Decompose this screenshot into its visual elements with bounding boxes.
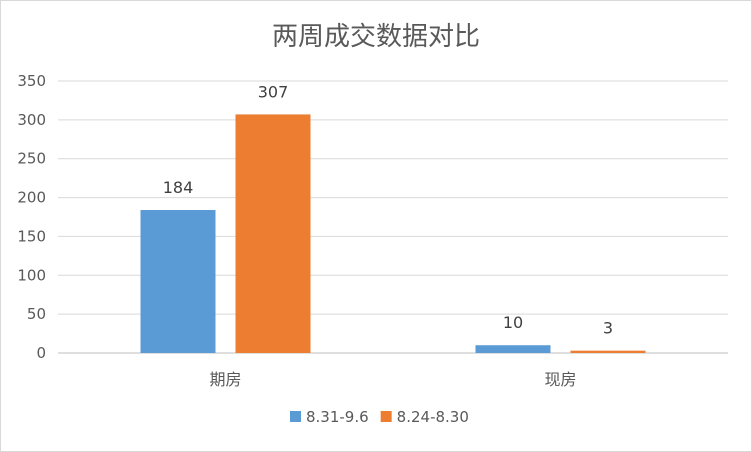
bar	[235, 114, 311, 353]
y-tick-label: 350	[17, 72, 46, 90]
legend-item: 8.24-8.30	[380, 408, 469, 426]
y-tick-label: 300	[17, 111, 46, 129]
y-axis-ticks: 0 50 100 150 200 250 300 350	[17, 72, 46, 362]
legend-item: 8.31-9.6	[290, 408, 369, 426]
data-label: 184	[163, 178, 194, 197]
legend-label: 8.24-8.30	[397, 408, 469, 426]
bar	[570, 350, 646, 353]
legend-label: 8.31-9.6	[306, 408, 369, 426]
data-label: 3	[603, 319, 613, 338]
x-category-label: 期房	[209, 370, 241, 389]
bar	[475, 345, 551, 353]
data-labels: 184 307 10 3	[163, 82, 613, 337]
y-tick-label: 0	[36, 344, 46, 362]
y-tick-label: 150	[17, 227, 46, 245]
bars	[140, 114, 646, 353]
x-category-label: 现房	[544, 370, 576, 389]
legend: 8.31-9.6 8.24-8.30	[290, 408, 469, 426]
y-tick-label: 100	[17, 266, 46, 284]
data-label: 307	[258, 82, 289, 101]
legend-swatch	[380, 411, 392, 422]
legend-swatch	[290, 411, 301, 422]
y-tick-label: 50	[27, 305, 46, 323]
y-tick-label: 200	[17, 189, 46, 207]
bar	[140, 210, 216, 353]
x-axis-categories: 期房 现房	[209, 370, 576, 389]
data-label: 10	[503, 313, 523, 332]
y-tick-label: 250	[17, 150, 46, 168]
chart-title: 两周成交数据对比	[272, 22, 480, 52]
